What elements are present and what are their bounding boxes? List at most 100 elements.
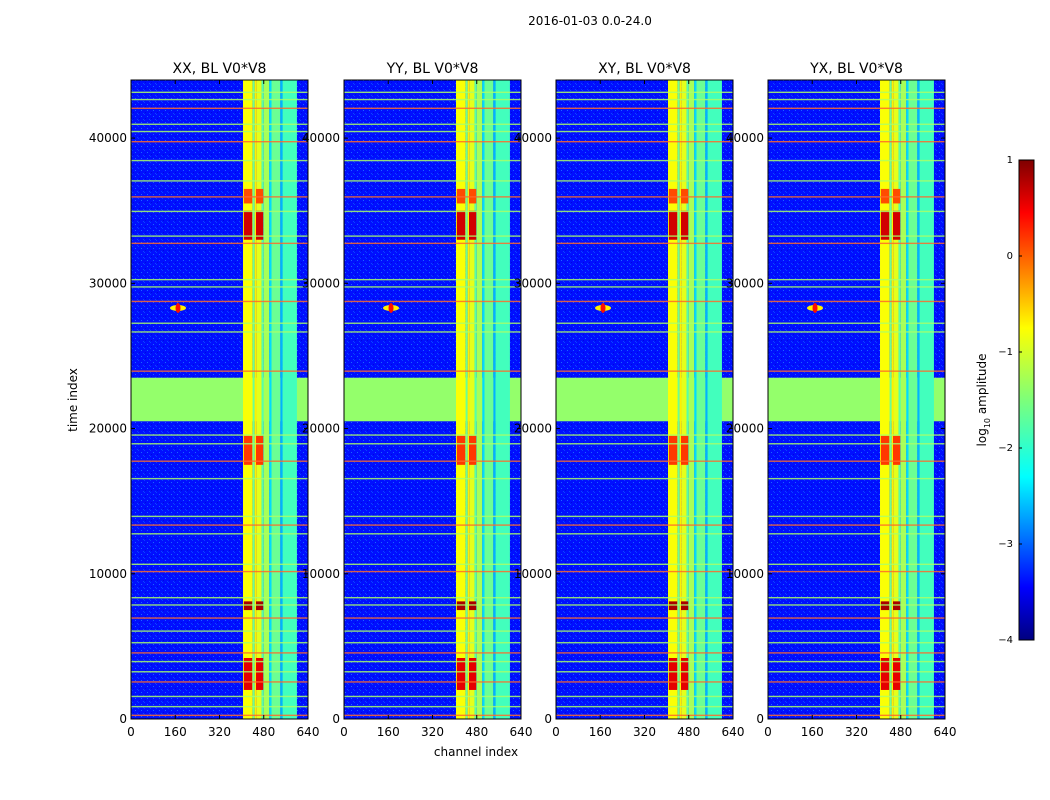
rfi-channel-band: [254, 80, 257, 719]
x-tick-label: 640: [297, 725, 320, 739]
rfi-channel-band: [482, 80, 485, 719]
colorbar-label: log10 amplitude: [975, 354, 992, 447]
panel-3: YX, BL V0*V8 0 160 320 480 640 0 10000 20000 3000…: [726, 61, 957, 739]
rfi-channel-band: [681, 80, 687, 719]
panel-title: YX, BL V0*V8: [809, 61, 903, 77]
rfi-channel-band: [261, 80, 264, 719]
flag-line: [131, 91, 308, 94]
flag-line: [768, 107, 945, 109]
hot-time-span: [256, 601, 264, 611]
flag-line: [344, 477, 521, 480]
flag-line: [556, 630, 733, 632]
x-tick-label: 480: [252, 725, 275, 739]
x-tick-label: 640: [934, 725, 957, 739]
flag-line: [768, 210, 945, 213]
x-tick-label: 480: [677, 725, 700, 739]
flag-line: [768, 242, 945, 245]
hot-time-span: [256, 658, 264, 690]
flag-line: [556, 210, 733, 213]
panel-1: YY, BL V0*V8 0 160 320 480 640 0 10000 20000 3000…: [302, 61, 533, 739]
rfi-channel-band: [889, 80, 892, 719]
flag-line: [344, 130, 521, 133]
flag-line: [344, 630, 521, 632]
rfi-channel-band: [694, 80, 697, 719]
x-tick-label: 320: [845, 725, 868, 739]
flag-line: [556, 604, 733, 606]
flag-line: [344, 107, 521, 109]
flag-line: [131, 286, 308, 288]
y-tick-label: 0: [544, 712, 552, 726]
flag-line: [131, 235, 308, 237]
flag-line: [556, 434, 733, 436]
flag-line: [131, 477, 308, 480]
colorbar-label-main: log: [975, 428, 989, 446]
y-tick-label: 10000: [302, 567, 340, 581]
flag-line: [344, 210, 521, 213]
flag-line: [344, 705, 521, 708]
hot-time-span: [880, 435, 890, 465]
flag-line: [131, 695, 308, 698]
rfi-channel-band: [696, 80, 706, 719]
flag-line: [556, 533, 733, 535]
flag-line: [344, 524, 521, 526]
rfi-channel-band: [256, 80, 262, 719]
hot-time-span: [243, 210, 253, 240]
panel-2: XY, BL V0*V8 0 160 320 480 640 0 10000 20000 3000…: [514, 61, 745, 739]
y-tick-label: 30000: [302, 276, 340, 290]
flag-line: [131, 630, 308, 632]
colorbar-tick-label: −2: [998, 443, 1013, 454]
flag-line: [131, 242, 308, 245]
flag-line: [556, 130, 733, 133]
rfi-channel-band: [668, 80, 678, 719]
rfi-channel-band: [474, 80, 477, 719]
rfi-channel-band: [465, 80, 468, 719]
flag-line: [556, 524, 733, 526]
flag-line: [556, 98, 733, 101]
colorbar-tick-label: −1: [998, 347, 1013, 358]
colorbar-label-rest: amplitude: [975, 354, 989, 418]
flag-line: [131, 563, 308, 566]
flag-line: [131, 570, 308, 573]
flag-line: [131, 180, 308, 182]
flag-line: [344, 300, 521, 303]
y-tick-label: 20000: [726, 422, 764, 436]
x-tick-label: 480: [889, 725, 912, 739]
flag-line: [768, 123, 945, 125]
flag-line: [344, 331, 521, 333]
flag-line: [131, 300, 308, 303]
x-tick-label: 320: [633, 725, 656, 739]
panel-title: XX, BL V0*V8: [173, 61, 267, 77]
x-tick-label: 640: [722, 725, 745, 739]
rfi-channel-band: [677, 80, 680, 719]
x-tick-label: 0: [552, 725, 560, 739]
flag-line: [131, 705, 308, 708]
hot-time-span: [681, 435, 689, 465]
hot-time-span: [469, 658, 477, 690]
flag-line: [768, 652, 945, 654]
flag-line: [768, 642, 945, 644]
flag-line: [344, 242, 521, 245]
flag-line: [556, 123, 733, 125]
x-tick-label: 160: [589, 725, 612, 739]
flag-line: [131, 130, 308, 133]
hot-time-span: [681, 601, 689, 611]
rfi-channel-band: [688, 80, 695, 719]
y-tick-label: 30000: [89, 276, 127, 290]
flag-line: [768, 604, 945, 606]
flag-line: [556, 286, 733, 288]
flag-line: [344, 617, 521, 619]
flag-line: [344, 196, 521, 198]
heatmap-area: [556, 80, 733, 719]
flag-line: [768, 524, 945, 526]
y-tick-label: 40000: [302, 131, 340, 145]
rfi-channel-band: [467, 80, 470, 719]
y-tick-label: 30000: [726, 276, 764, 290]
hot-time-span: [681, 658, 689, 690]
flag-line: [344, 322, 521, 324]
flag-line: [131, 331, 308, 333]
flag-line: [344, 515, 521, 518]
colorbar-tick-label: −4: [998, 635, 1013, 646]
hot-time-span: [880, 210, 890, 240]
